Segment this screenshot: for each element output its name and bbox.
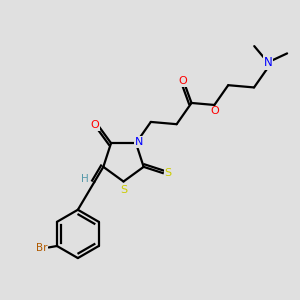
Text: Br: Br [36, 243, 47, 253]
Text: S: S [164, 168, 172, 178]
Text: S: S [120, 185, 127, 195]
Text: N: N [263, 56, 272, 69]
Text: N: N [135, 137, 143, 147]
Text: O: O [210, 106, 219, 116]
Text: H: H [81, 174, 89, 184]
Text: O: O [179, 76, 188, 86]
Text: O: O [90, 120, 99, 130]
